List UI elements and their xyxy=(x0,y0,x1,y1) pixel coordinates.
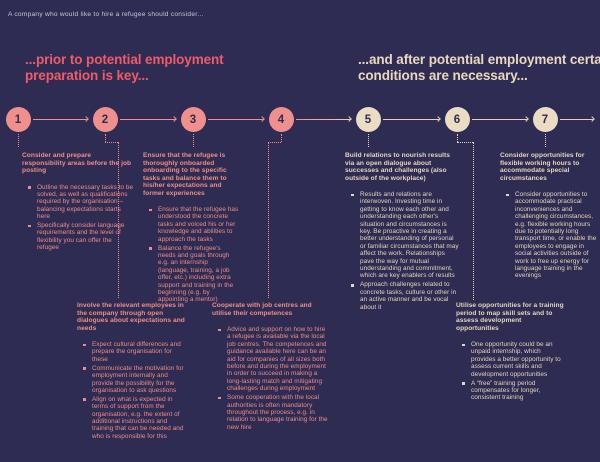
bullet-item: Outline the necessary tasks to be solved… xyxy=(22,184,134,221)
bullet-item: Ensure that the refugee has understood t… xyxy=(143,206,240,243)
connector-step-4-elbow xyxy=(268,141,281,143)
step-6-bullet-list: One opportunity could be an unpaid inter… xyxy=(456,341,566,402)
step-1-circle: 1 xyxy=(5,107,31,132)
post-employment-heading-line1: ...and after potential employment certai… xyxy=(358,52,600,67)
connector-step-2-tail xyxy=(117,142,119,298)
arrow-1-2-head-icon xyxy=(83,116,89,122)
connector-step-1 xyxy=(17,134,19,147)
intro-text: A company who would like to hire a refug… xyxy=(8,11,204,18)
connector-step-6-elbow xyxy=(457,141,473,143)
step-1-heading: Consider and prepare responsibility area… xyxy=(22,152,132,174)
arrow-4-5-line xyxy=(296,119,351,120)
arrow-7-exit-line xyxy=(560,119,594,120)
step-1-bullet-list: Outline the necessary tasks to be solved… xyxy=(22,184,134,252)
bullet-item: Results and relations are interwoven. In… xyxy=(345,191,459,280)
arrow-7-exit-head-icon xyxy=(589,116,595,122)
bullet-item: Align on what is expected in terms of su… xyxy=(77,396,189,440)
bullet-item: Advice and support on how to hire a refu… xyxy=(212,326,329,393)
pre-employment-heading-line2: preparation is key... xyxy=(25,67,149,83)
connector-step-2-drop xyxy=(104,134,106,142)
bullet-item: Expect cultural differences and prepare … xyxy=(77,341,189,363)
bullet-item: Communicate the motivation for employmen… xyxy=(77,365,189,395)
step-6-block: Utilise opportunities for a training per… xyxy=(456,302,566,403)
step-3-heading: Ensure that the refugee is thoroughly on… xyxy=(143,152,227,197)
step-5-bullet-list: Results and relations are interwoven. In… xyxy=(345,191,459,311)
bullet-item: Specifically consider language requireme… xyxy=(22,222,134,252)
step-6-heading: Utilise opportunities for a training per… xyxy=(456,302,564,332)
bullet-item: Some cooperation with the local authorit… xyxy=(212,394,329,431)
bullet-item: One opportunity could be an unpaid inter… xyxy=(456,341,566,378)
bullet-item: Balance the refugee's needs and goals th… xyxy=(143,245,240,304)
arrow-2-3-head-icon xyxy=(171,116,177,122)
step-5-circle: 5 xyxy=(355,107,381,132)
step-6-circle: 6 xyxy=(444,107,470,132)
connector-step-4-tail xyxy=(267,142,269,298)
step-5-block: Build relations to nourish results via a… xyxy=(345,152,459,313)
post-employment-heading: ...and after potential employment certai… xyxy=(358,52,600,83)
bullet-item: Approach challenges related to concrete … xyxy=(345,281,459,311)
step-7-heading: Consider opportunities for flexible work… xyxy=(500,152,585,182)
arrow-3-4-line xyxy=(208,119,264,120)
step-2-circle: 2 xyxy=(92,107,118,132)
arrow-3-4-head-icon xyxy=(259,116,265,122)
step-2-block: Involve the relevant employees in the co… xyxy=(77,302,189,442)
arrow-1-2-line xyxy=(33,119,88,120)
connector-step-6-tail xyxy=(472,142,474,300)
step-3-circle: 3 xyxy=(180,107,206,132)
connector-step-7 xyxy=(544,134,546,147)
arrow-5-6-head-icon xyxy=(435,116,441,122)
arrow-2-3-line xyxy=(120,119,176,120)
step-3-block: Ensure that the refugee is thoroughly on… xyxy=(143,152,240,305)
step-4-circle: 4 xyxy=(268,107,294,132)
arrow-6-7-line xyxy=(472,119,528,120)
connector-step-6-drop xyxy=(456,134,458,142)
step-2-bullet-list: Expect cultural differences and prepare … xyxy=(77,341,189,440)
post-employment-heading-line2: conditions are necessary... xyxy=(358,67,528,83)
connector-step-4-drop xyxy=(280,134,282,142)
step-7-circle: 7 xyxy=(532,107,558,132)
pre-employment-heading: ...prior to potential employment prepara… xyxy=(25,52,224,83)
arrow-4-5-head-icon xyxy=(346,116,352,122)
connector-step-3 xyxy=(192,134,194,147)
step-2-heading: Involve the relevant employees in the co… xyxy=(77,302,185,332)
pre-employment-heading-line1: ...prior to potential employment xyxy=(25,52,224,67)
step-3-bullet-list: Ensure that the refugee has understood t… xyxy=(143,206,240,304)
step-7-block: Consider opportunities for flexible work… xyxy=(500,152,599,281)
arrow-6-7-head-icon xyxy=(523,116,529,122)
step-5-heading: Build relations to nourish results via a… xyxy=(345,152,451,182)
bullet-item: A “free” training period compensates for… xyxy=(456,380,566,402)
connector-step-2-elbow xyxy=(105,141,118,143)
step-1-block: Consider and prepare responsibility area… xyxy=(22,152,134,253)
step-7-bullet-list: Consider opportunities to accommodate pr… xyxy=(500,191,599,280)
step-4-heading: Cooperate with job centres and utilise t… xyxy=(212,302,312,317)
step-4-block: Cooperate with job centres and utilise t… xyxy=(212,302,329,433)
bullet-item: Consider opportunities to accommodate pr… xyxy=(500,191,599,280)
connector-step-5 xyxy=(367,134,369,147)
arrow-5-6-line xyxy=(383,119,440,120)
step-4-bullet-list: Advice and support on how to hire a refu… xyxy=(212,326,329,431)
